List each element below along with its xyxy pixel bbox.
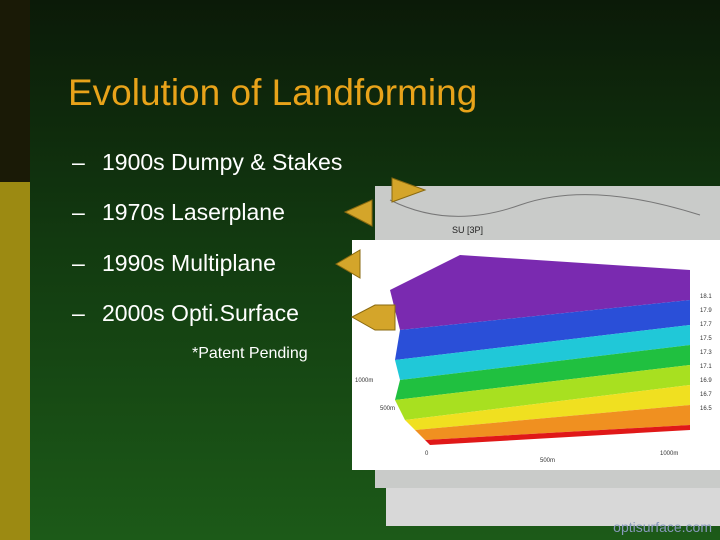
note: *Patent Pending: [192, 345, 308, 362]
arrows: [335, 177, 427, 331]
bullet-text: 1970s Laserplane: [102, 199, 285, 225]
axis-label: 500m: [540, 458, 555, 464]
side-bar-bottom: [0, 182, 30, 540]
scale-label: 16.7: [700, 392, 712, 398]
bullet-dash: –: [72, 250, 85, 276]
bullet-dash: –: [72, 300, 85, 326]
scale-label: 17.1: [700, 364, 712, 370]
title: Evolution of Landforming: [68, 72, 477, 113]
scale-label: 17.9: [700, 308, 712, 314]
scale-label: 18.1: [700, 294, 712, 300]
surface: [390, 255, 690, 445]
bullet-dash: –: [72, 149, 85, 175]
axis-label: 1000m: [660, 451, 678, 457]
scale-label: 16.9: [700, 378, 712, 384]
side-bar-top: [0, 0, 30, 182]
scale-label: 17.7: [700, 322, 712, 328]
bullet-dash: –: [72, 199, 85, 225]
bullet-text: 2000s Opti.Surface: [102, 300, 299, 326]
bullet-text: 1900s Dumpy & Stakes: [102, 149, 342, 175]
bullet-text: 1990s Multiplane: [102, 250, 276, 276]
axis-label: 500m: [380, 406, 395, 412]
axis-label: 0: [425, 451, 429, 457]
footer: optisurface.com: [613, 519, 712, 535]
scale-label: 17.5: [700, 336, 712, 342]
map-label: SU [3P]: [452, 225, 483, 235]
scale-label: 17.3: [700, 350, 712, 356]
axis-label: 1000m: [355, 378, 373, 384]
scale-label: 16.5: [700, 406, 712, 412]
